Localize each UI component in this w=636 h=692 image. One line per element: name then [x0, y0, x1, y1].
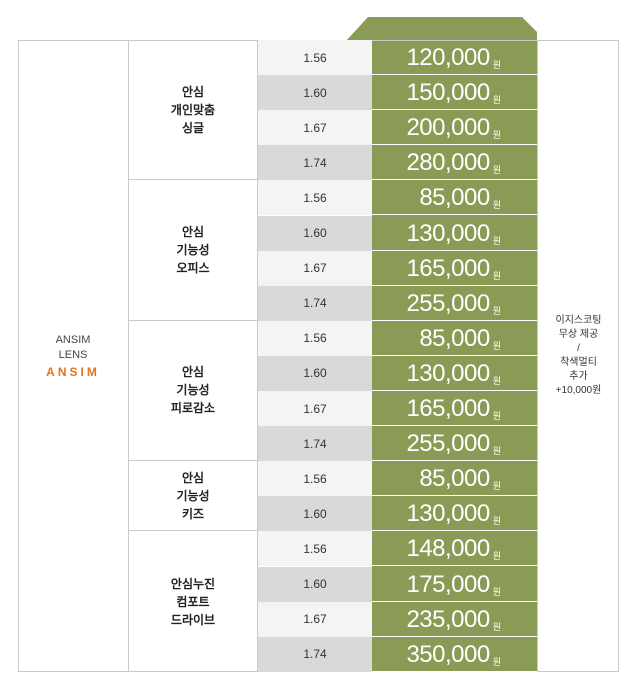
refractive-index-cell: 1.74: [258, 426, 372, 462]
price-cell: 165,000 원: [372, 251, 537, 286]
refractive-index-cell: 1.67: [258, 110, 372, 146]
coating-note: 이지스코팅 무상 제공 / 착색멀티 추가 +10,000원: [555, 315, 602, 396]
price-cell: 85,000 원: [372, 321, 537, 356]
price-amount: 85,000: [419, 184, 490, 212]
price-cell: 85,000 원: [372, 180, 537, 216]
price-amount: 255,000: [406, 289, 490, 317]
price-unit: 원: [492, 60, 501, 70]
lens-type-cell: 안심 개인맞춤 싱글: [129, 40, 258, 181]
price-amount: 255,000: [406, 430, 490, 458]
price-unit: 원: [492, 656, 501, 667]
price-unit: 원: [492, 165, 501, 176]
price-unit: 원: [492, 586, 501, 597]
price-cell: 235,000 원: [372, 602, 537, 637]
brand-name-line2: LENS: [58, 349, 88, 361]
lens-type-cell: 안심 기능성 피로감소: [129, 320, 258, 462]
refractive-index-cell: 1.74: [258, 145, 372, 181]
price-unit: 원: [492, 411, 501, 421]
price-cell: 165,000 원: [372, 391, 537, 426]
price-amount: 148,000: [406, 535, 490, 563]
price-cell: 85,000 원: [372, 461, 537, 497]
price-cell: 130,000 원: [372, 356, 537, 391]
price-cell: 175,000 원: [372, 567, 537, 602]
price-unit: 원: [492, 516, 501, 527]
price-amount: 165,000: [406, 395, 490, 422]
refractive-index-cell: 1.56: [258, 531, 372, 567]
price-unit: 원: [492, 95, 501, 106]
brand-name-line1: ANSIM: [55, 334, 91, 346]
price-unit: 원: [492, 481, 501, 492]
price-unit: 원: [492, 551, 501, 562]
lens-type-cell: 안심 기능성 오피스: [129, 180, 258, 321]
price-cell: 150,000 원: [372, 75, 537, 111]
lens-type-name: 안심 기능성 키즈: [176, 470, 210, 521]
price-unit: 원: [492, 446, 501, 457]
price-amount: 235,000: [406, 605, 490, 633]
price-amount: 130,000: [406, 219, 490, 247]
refractive-index-cell: 1.56: [258, 320, 372, 356]
price-unit: 원: [492, 340, 501, 351]
refractive-index-cell: 1.74: [258, 636, 372, 672]
price-amount: 120,000: [406, 44, 490, 71]
price-amount: 85,000: [419, 324, 490, 352]
refractive-index-cell: 1.74: [258, 285, 372, 321]
lens-type-cell: 안심누진 컴포트 드라이브: [129, 531, 258, 672]
lens-type-name: 안심누진 컴포트 드라이브: [170, 576, 216, 627]
price-amount: 200,000: [406, 114, 490, 142]
price-amount: 165,000: [406, 254, 490, 282]
price-cell: 130,000 원: [372, 216, 537, 251]
price-cell: 255,000 원: [372, 286, 537, 321]
price-cell: 148,000 원: [372, 531, 537, 567]
price-cell: 280,000 원: [372, 145, 537, 181]
price-cell: 255,000 원: [372, 426, 537, 462]
refractive-index-cell: 1.56: [258, 180, 372, 216]
price-unit: 원: [492, 200, 501, 211]
price-amount: 175,000: [406, 570, 490, 598]
refractive-index-cell: 1.60: [258, 355, 372, 391]
price-amount: 150,000: [406, 79, 490, 107]
refractive-index-cell: 1.60: [258, 496, 372, 532]
price-cell: 350,000 원: [372, 637, 537, 672]
ansim-logo: ANSIM: [46, 365, 100, 379]
price-amount: 130,000: [406, 359, 490, 387]
refractive-index-cell: 1.60: [258, 215, 372, 251]
price-amount: 280,000: [406, 149, 490, 177]
refractive-index-cell: 1.67: [258, 250, 372, 286]
lens-type-name: 안심 기능성 오피스: [176, 225, 210, 276]
price-unit: 원: [492, 130, 501, 141]
refractive-index-cell: 1.60: [258, 566, 372, 602]
price-unit: 원: [492, 621, 501, 632]
price-unit: 원: [492, 235, 501, 246]
lens-type-name: 안심 개인맞춤 싱글: [170, 84, 216, 135]
lens-type-cell: 안심 기능성 키즈: [129, 461, 258, 532]
refractive-index-cell: 1.67: [258, 391, 372, 426]
price-cell: 200,000 원: [372, 110, 537, 146]
refractive-index-cell: 1.67: [258, 601, 372, 637]
price-amount: 130,000: [406, 500, 490, 528]
refractive-index-cell: 1.56: [258, 40, 372, 75]
price-unit: 원: [492, 375, 501, 386]
refractive-index-cell: 1.60: [258, 75, 372, 111]
price-amount: 350,000: [406, 640, 490, 668]
price-unit: 원: [492, 305, 501, 316]
brand-cell: ANSIM LENS ANSIM: [18, 40, 129, 672]
price-amount: 85,000: [419, 465, 490, 493]
price-unit: 원: [492, 270, 501, 281]
price-column-tab: [346, 17, 537, 41]
price-cell: 120,000 원: [372, 40, 537, 75]
lens-type-name: 안심 기능성 피로감소: [170, 365, 216, 416]
refractive-index-cell: 1.56: [258, 461, 372, 497]
price-column-background: [372, 40, 537, 672]
price-cell: 130,000 원: [372, 496, 537, 532]
note-cell: 이지스코팅 무상 제공 / 착색멀티 추가 +10,000원: [537, 40, 619, 672]
